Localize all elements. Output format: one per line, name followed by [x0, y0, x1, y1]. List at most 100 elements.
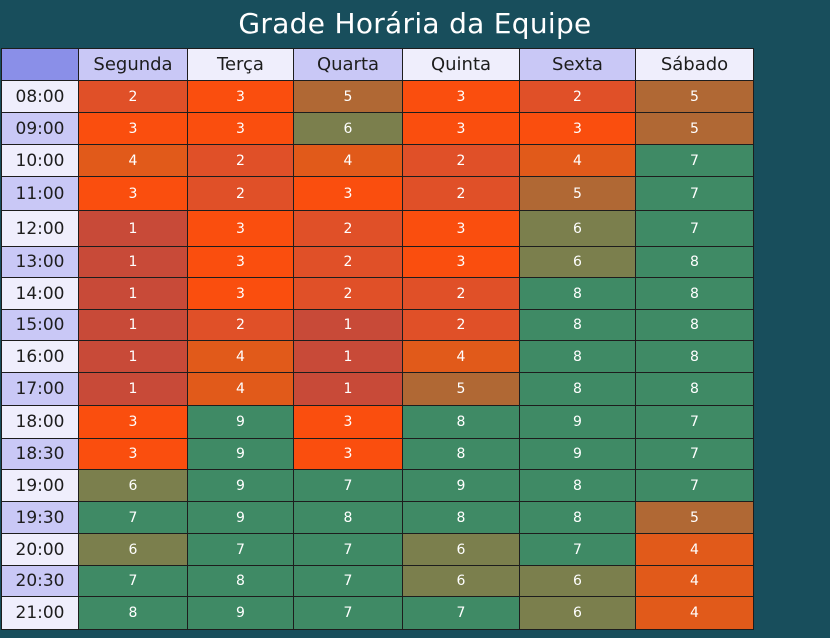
availability-cell: 5	[402, 372, 520, 406]
availability-cell: 3	[78, 405, 188, 439]
availability-cell: 4	[78, 144, 188, 177]
day-header: Quarta	[293, 48, 403, 81]
availability-cell: 8	[78, 596, 188, 630]
availability-cell: 8	[635, 277, 754, 310]
availability-cell: 3	[519, 112, 636, 145]
availability-cell: 5	[635, 112, 754, 145]
table-row: 08:00 2 3 5 3 2 5	[1, 80, 754, 113]
availability-cell: 5	[519, 176, 636, 211]
availability-cell: 9	[519, 438, 636, 470]
day-header: Terça	[187, 48, 294, 81]
availability-cell: 2	[187, 144, 294, 177]
availability-cell: 4	[635, 565, 754, 597]
availability-cell: 2	[402, 309, 520, 341]
time-label: 14:00	[1, 277, 79, 310]
availability-cell: 8	[519, 340, 636, 373]
table-row: 18:00 3 9 3 8 9 7	[1, 405, 754, 439]
table-row: 09:00 3 3 6 3 3 5	[1, 112, 754, 145]
time-label: 09:00	[1, 112, 79, 145]
day-header: Segunda	[78, 48, 188, 81]
availability-cell: 3	[187, 210, 294, 247]
availability-cell: 6	[519, 246, 636, 278]
availability-cell: 8	[519, 372, 636, 406]
availability-cell: 4	[402, 340, 520, 373]
availability-cell: 3	[78, 112, 188, 145]
availability-cell: 7	[635, 405, 754, 439]
availability-cell: 3	[293, 405, 403, 439]
table-row: 16:00 1 4 1 4 8 8	[1, 340, 754, 373]
table-row: 19:00 6 9 7 9 8 7	[1, 469, 754, 502]
day-header: Sábado	[635, 48, 754, 81]
availability-cell: 8	[635, 309, 754, 341]
availability-cell: 7	[293, 533, 403, 566]
availability-cell: 3	[402, 80, 520, 113]
availability-cell: 7	[293, 469, 403, 502]
availability-cell: 9	[187, 438, 294, 470]
availability-cell: 6	[519, 565, 636, 597]
table-row: 20:00 6 7 7 6 7 4	[1, 533, 754, 566]
availability-cell: 3	[78, 176, 188, 211]
table-row: 15:00 1 2 1 2 8 8	[1, 309, 754, 341]
day-header: Quinta	[402, 48, 520, 81]
time-label: 18:30	[1, 438, 79, 470]
availability-cell: 8	[519, 309, 636, 341]
availability-cell: 8	[635, 372, 754, 406]
availability-cell: 7	[78, 565, 188, 597]
table-row: 10:00 4 2 4 2 4 7	[1, 144, 754, 177]
availability-cell: 7	[402, 596, 520, 630]
time-label: 21:00	[1, 596, 79, 630]
header-row: Segunda Terça Quarta Quinta Sexta Sábado	[1, 48, 754, 81]
availability-cell: 7	[187, 533, 294, 566]
availability-cell: 3	[78, 438, 188, 470]
time-label: 19:00	[1, 469, 79, 502]
availability-cell: 7	[519, 533, 636, 566]
availability-cell: 7	[293, 596, 403, 630]
availability-cell: 5	[635, 80, 754, 113]
availability-cell: 7	[635, 438, 754, 470]
availability-cell: 6	[293, 112, 403, 145]
availability-cell: 7	[635, 176, 754, 211]
availability-cell: 3	[402, 210, 520, 247]
availability-cell: 6	[519, 596, 636, 630]
time-label: 15:00	[1, 309, 79, 341]
availability-cell: 2	[78, 80, 188, 113]
availability-cell: 3	[187, 112, 294, 145]
availability-cell: 9	[519, 405, 636, 439]
availability-cell: 8	[519, 469, 636, 502]
time-label: 13:00	[1, 246, 79, 278]
availability-cell: 7	[635, 469, 754, 502]
availability-cell: 6	[78, 469, 188, 502]
availability-cell: 4	[293, 144, 403, 177]
table-row: 17:00 1 4 1 5 8 8	[1, 372, 754, 406]
availability-cell: 3	[402, 246, 520, 278]
table-row: 14:00 1 3 2 2 8 8	[1, 277, 754, 310]
availability-cell: 5	[293, 80, 403, 113]
availability-cell: 8	[187, 565, 294, 597]
availability-cell: 4	[635, 596, 754, 630]
availability-cell: 2	[519, 80, 636, 113]
availability-cell: 5	[635, 501, 754, 534]
availability-cell: 2	[293, 246, 403, 278]
availability-cell: 9	[187, 596, 294, 630]
availability-cell: 8	[635, 340, 754, 373]
time-label: 20:30	[1, 565, 79, 597]
availability-cell: 4	[519, 144, 636, 177]
time-label: 20:00	[1, 533, 79, 566]
availability-cell: 8	[293, 501, 403, 534]
table-row: 18:30 3 9 3 8 9 7	[1, 438, 754, 470]
time-label: 18:00	[1, 405, 79, 439]
availability-cell: 6	[519, 210, 636, 247]
availability-cell: 2	[293, 277, 403, 310]
availability-cell: 7	[635, 144, 754, 177]
availability-cell: 2	[187, 176, 294, 211]
availability-cell: 9	[187, 501, 294, 534]
availability-cell: 3	[293, 438, 403, 470]
time-label: 19:30	[1, 501, 79, 534]
availability-cell: 1	[78, 372, 188, 406]
availability-cell: 2	[402, 176, 520, 211]
availability-cell: 2	[402, 144, 520, 177]
availability-cell: 2	[187, 309, 294, 341]
availability-cell: 3	[187, 246, 294, 278]
availability-cell: 6	[402, 565, 520, 597]
availability-cell: 2	[402, 277, 520, 310]
